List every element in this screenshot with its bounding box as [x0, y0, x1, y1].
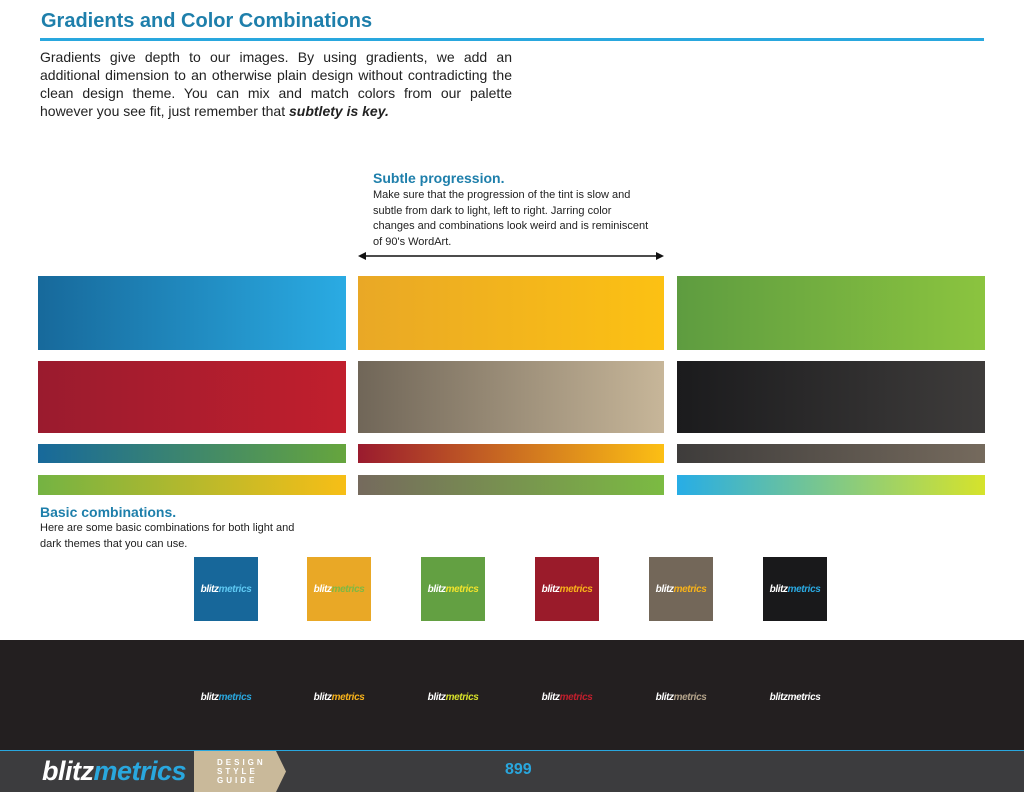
logo: blitzmetrics	[770, 584, 821, 595]
gradient-swatch-taupe	[358, 361, 664, 433]
logo: blitzmetrics	[314, 692, 365, 703]
logo-blitz: blitz	[541, 583, 560, 595]
guide-line-style: STYLE	[217, 767, 258, 776]
gradient-strip-cyan-lime	[677, 475, 985, 495]
logo-metrics: metrics	[559, 692, 593, 703]
gradient-strip-blue-green	[38, 444, 346, 463]
intro-emphasis: subtlety is key.	[289, 103, 389, 119]
logo: blitzmetrics	[770, 692, 821, 703]
logo-metrics: metrics	[445, 692, 479, 703]
logo-blitz: blitz	[769, 692, 788, 703]
logo-metrics: metrics	[673, 692, 707, 703]
logo-tile: blitzmetrics	[421, 557, 485, 621]
gradient-strip-green-yellow	[38, 475, 346, 495]
gradient-swatch-green	[677, 276, 985, 350]
logo-blitz: blitz	[541, 692, 560, 703]
double-arrow-icon	[358, 252, 664, 260]
dark-theme-band	[0, 640, 1024, 750]
logo: blitzmetrics	[542, 692, 593, 703]
logo-tile: blitzmetrics	[649, 557, 713, 621]
footer-logo-metrics: metrics	[93, 756, 187, 786]
gradient-swatch-black	[677, 361, 985, 433]
gradient-strip-gray-taupe	[677, 444, 985, 463]
logo-metrics: metrics	[218, 583, 252, 595]
logo-blitz: blitz	[200, 692, 219, 703]
logo-blitz: blitz	[655, 583, 674, 595]
logo-tile: blitzmetrics	[307, 557, 371, 621]
guide-tag-text: DESIGN STYLE GUIDE	[217, 758, 266, 785]
logo-metrics: metrics	[331, 692, 365, 703]
guide-tag-shape	[194, 751, 286, 792]
logo: blitzmetrics	[656, 692, 707, 703]
logo-metrics: metrics	[787, 692, 821, 703]
logo-metrics: metrics	[559, 583, 593, 595]
logo-metrics: metrics	[787, 583, 821, 595]
gradient-swatch-orange	[358, 276, 664, 350]
logo-blitz: blitz	[313, 692, 332, 703]
logo-tile: blitzmetrics	[194, 557, 258, 621]
basic-combinations-heading: Basic combinations.	[40, 504, 177, 520]
logo-metrics: metrics	[673, 583, 707, 595]
logo: blitzmetrics	[656, 584, 707, 595]
guide-line-design: DESIGN	[217, 758, 266, 767]
dark-logo: blitzmetrics	[763, 687, 827, 705]
logo-metrics: metrics	[218, 692, 252, 703]
gradient-swatch-blue	[38, 276, 346, 350]
footer-logo: blitzmetrics	[42, 756, 187, 787]
title-rule	[40, 38, 984, 41]
logo: blitzmetrics	[428, 584, 479, 595]
guide-line-guide: GUIDE	[217, 776, 258, 785]
logo-blitz: blitz	[313, 583, 332, 595]
gradient-strip-red-orange	[358, 444, 664, 463]
logo-blitz: blitz	[427, 583, 446, 595]
basic-combinations-body: Here are some basic combinations for bot…	[40, 522, 295, 550]
page-number: 899	[505, 761, 532, 778]
logo: blitzmetrics	[542, 584, 593, 595]
logo-metrics: metrics	[331, 583, 365, 595]
logo: blitzmetrics	[201, 692, 252, 703]
logo-metrics: metrics	[445, 583, 479, 595]
logo-blitz: blitz	[769, 583, 788, 595]
callout-body: Make sure that the progression of the ti…	[373, 189, 649, 248]
gradient-swatch-red	[38, 361, 346, 433]
intro-paragraph: Gradients give depth to our images. By u…	[40, 48, 512, 120]
logo-blitz: blitz	[200, 583, 219, 595]
page-footer: blitzmetrics DESIGN STYLE GUIDE 899	[0, 750, 1024, 792]
intro-text: Gradients give depth to our images. By u…	[40, 49, 512, 119]
page-title: Gradients and Color Combinations	[41, 10, 373, 32]
logo-blitz: blitz	[427, 692, 446, 703]
logo-blitz: blitz	[655, 692, 674, 703]
dark-logo: blitzmetrics	[194, 687, 258, 705]
logo-tile: blitzmetrics	[763, 557, 827, 621]
callout-heading: Subtle progression.	[373, 170, 505, 186]
gradient-strip-taupe-green	[358, 475, 664, 495]
footer-logo-blitz: blitz	[42, 756, 94, 786]
logo: blitzmetrics	[201, 584, 252, 595]
logo: blitzmetrics	[428, 692, 479, 703]
dark-logo: blitzmetrics	[649, 687, 713, 705]
logo: blitzmetrics	[314, 584, 365, 595]
dark-logo: blitzmetrics	[535, 687, 599, 705]
dark-logo: blitzmetrics	[421, 687, 485, 705]
logo-tile: blitzmetrics	[535, 557, 599, 621]
dark-logo: blitzmetrics	[307, 687, 371, 705]
